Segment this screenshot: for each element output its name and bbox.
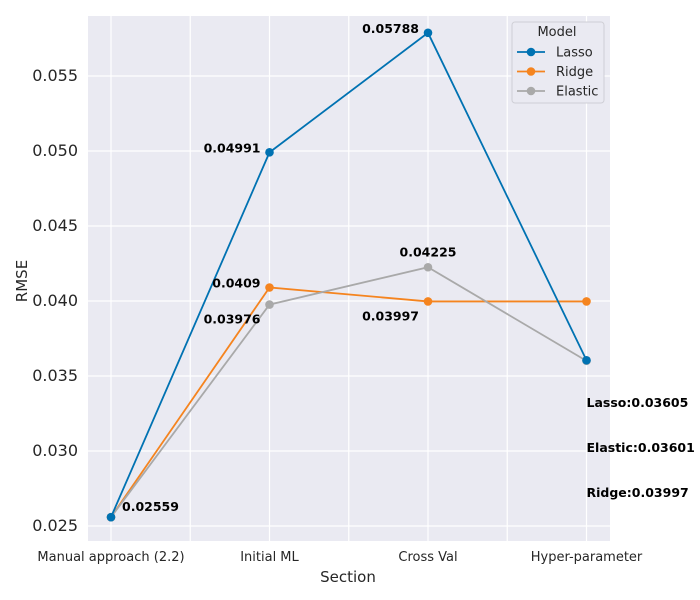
data-label: 0.03976 (204, 312, 261, 327)
legend-label: Lasso (556, 46, 593, 61)
x-axis-ticks: Manual approach (2.2) Initial ML Cross Val… (37, 550, 643, 565)
data-label: 0.05788 (362, 21, 419, 36)
data-label: Elastic:0.03601 (587, 440, 695, 455)
data-point-ridge (582, 297, 591, 306)
data-label: Ridge:0.03997 (587, 485, 689, 500)
series-lasso (106, 28, 591, 522)
y-axis-ticks: 0.025 0.030 0.035 0.040 0.045 0.050 0.055 (32, 66, 78, 535)
data-point-elastic (423, 262, 433, 272)
y-tick-label: 0.025 (32, 516, 78, 535)
y-tick-label: 0.055 (32, 66, 78, 85)
y-tick-label: 0.050 (32, 141, 78, 160)
legend-label: Elastic (556, 85, 598, 100)
legend-box (511, 21, 605, 104)
legend-entry-elastic: Elastic (517, 85, 598, 100)
y-tick-label: 0.030 (32, 441, 78, 460)
data-label: 0.02559 (122, 499, 179, 514)
legend-title: Model (537, 25, 576, 40)
x-axis-title: Section (320, 568, 376, 586)
data-annotations: 0.02559 0.04991 0.0409 0.03976 0.05788 0.0422… (122, 21, 695, 514)
x-tick-label: Manual approach (2.2) (37, 550, 184, 565)
data-label: Lasso:0.03605 (587, 395, 689, 410)
legend: Model Lasso Ridge Elastic (511, 21, 605, 104)
x-tick-label: Initial ML (240, 550, 299, 565)
legend-entry-ridge: Ridge (517, 65, 593, 80)
y-axis-title: RMSE (13, 260, 31, 302)
data-point-lasso (106, 512, 116, 522)
data-label: 0.04225 (400, 244, 457, 259)
series-line-lasso (110, 31, 588, 518)
data-label: 0.03997 (362, 308, 419, 323)
series-line-ridge (110, 286, 587, 518)
y-tick-label: 0.035 (32, 366, 78, 385)
x-tick-label: Cross Val (398, 550, 457, 565)
series-line-elastic (110, 266, 587, 518)
legend-marker (526, 47, 536, 57)
data-point-ridge (265, 283, 274, 292)
data-point-ridge (423, 297, 433, 306)
data-label: 0.0409 (212, 276, 260, 291)
grid-lines (88, 16, 610, 541)
data-point-elastic (265, 300, 274, 309)
legend-entry-lasso: Lasso (517, 46, 593, 61)
data-point-lasso (423, 28, 433, 38)
legend-marker (526, 67, 536, 76)
x-tick-label: Hyper-parameter (531, 550, 643, 565)
data-point-lasso (265, 148, 274, 157)
data-point-lasso (582, 355, 591, 365)
data-series (106, 28, 591, 522)
legend-entries: Lasso Ridge Elastic (517, 46, 598, 100)
y-tick-label: 0.045 (32, 216, 78, 235)
legend-marker (526, 86, 536, 96)
y-tick-label: 0.040 (32, 291, 78, 310)
legend-label: Ridge (556, 65, 593, 80)
data-label: 0.04991 (204, 140, 261, 155)
